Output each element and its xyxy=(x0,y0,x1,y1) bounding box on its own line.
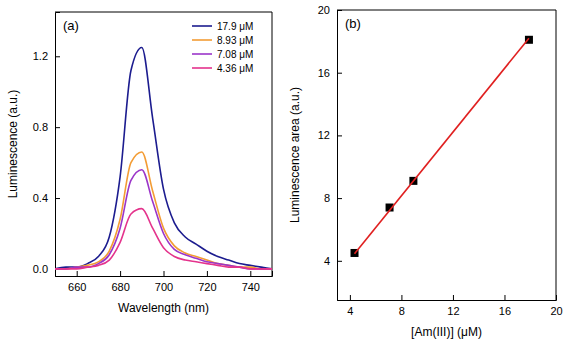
tick: 16 xyxy=(499,295,511,317)
legend-swatch xyxy=(192,39,212,41)
series-line xyxy=(355,38,529,254)
legend-label: 17.9 μM xyxy=(217,21,253,32)
tick: 8 xyxy=(324,192,342,204)
tick: 660 xyxy=(68,271,86,293)
tick: 4 xyxy=(324,255,342,267)
tick-label: 0.8 xyxy=(33,121,48,133)
legend: 17.9 μM 8.93 μM 7.08 μM 4.36 μM xyxy=(192,21,253,74)
y-axis: 4 8 12 16 20 xyxy=(318,4,342,300)
tick-label: 20 xyxy=(550,305,562,317)
legend-swatch xyxy=(192,53,212,55)
tick-label: 8 xyxy=(324,192,330,204)
tick: 700 xyxy=(155,271,173,293)
panel: 660 680 700 720 740 0.0 0.4 0.8 1.2 Wavelength (n… xyxy=(6,12,273,315)
tick: 12 xyxy=(447,295,459,317)
tick-mark xyxy=(337,261,342,262)
plot-area xyxy=(351,36,533,257)
frame xyxy=(337,10,556,11)
tick: 12 xyxy=(318,129,342,141)
tick-mark xyxy=(55,127,60,128)
figure: 660 680 700 720 740 0.0 0.4 0.8 1.2 Wavelength (n… xyxy=(0,0,565,350)
series-line xyxy=(55,170,272,269)
panel-label: (b) xyxy=(345,16,361,31)
axis-line xyxy=(338,11,343,301)
legend-swatch xyxy=(192,67,212,69)
tick-mark xyxy=(337,198,342,199)
tick-mark xyxy=(350,295,351,300)
legend-label: 7.08 μM xyxy=(217,49,253,60)
tick-label: 660 xyxy=(68,281,86,293)
x-axis: 660 680 700 720 740 xyxy=(56,271,273,293)
tick-mark xyxy=(55,198,60,199)
tick-label: 8 xyxy=(399,305,405,317)
tick-label: 680 xyxy=(111,281,129,293)
tick-label: 16 xyxy=(318,67,330,79)
frame xyxy=(55,12,272,13)
tick-label: 20 xyxy=(318,4,330,16)
frame xyxy=(556,10,557,300)
tick: 680 xyxy=(111,271,129,293)
tick-mark xyxy=(453,295,454,300)
frame xyxy=(272,12,273,276)
plot-area xyxy=(55,47,272,268)
legend-swatch xyxy=(192,25,212,27)
axis-line xyxy=(338,295,557,301)
tick: 740 xyxy=(242,271,260,293)
y-axis: 0.0 0.4 0.8 1.2 xyxy=(33,13,60,277)
tick: 8 xyxy=(399,295,405,317)
series-line xyxy=(55,209,272,269)
tick-mark xyxy=(120,271,121,276)
tick-mark xyxy=(164,271,165,276)
y-axis-title: Luminescence (a.u.) xyxy=(6,90,20,199)
tick-mark xyxy=(337,135,342,136)
tick-label: 740 xyxy=(242,281,260,293)
series-line xyxy=(55,47,272,268)
tick-label: 4 xyxy=(324,255,330,267)
legend-label: 8.93 μM xyxy=(217,35,253,46)
tick-mark xyxy=(77,271,78,276)
series-line xyxy=(55,152,272,269)
tick-label: 720 xyxy=(198,281,216,293)
tick-label: 4 xyxy=(347,305,353,317)
legend-label: 4.36 μM xyxy=(217,63,253,74)
tick-mark xyxy=(337,73,342,74)
tick-label: 16 xyxy=(499,305,511,317)
x-axis-title: Wavelength (nm) xyxy=(118,301,209,315)
y-axis-title: Luminescence area (a.u.) xyxy=(288,87,302,223)
panel-label: (a) xyxy=(63,18,79,33)
tick-label: 12 xyxy=(447,305,459,317)
tick-mark xyxy=(207,271,208,276)
tick: 1.2 xyxy=(33,50,60,62)
axis-line xyxy=(56,271,273,277)
tick-label: 0.4 xyxy=(33,192,48,204)
tick: 0.8 xyxy=(33,121,60,133)
tick: 16 xyxy=(318,67,342,79)
x-axis: 4 8 12 16 20 xyxy=(338,295,563,317)
tick-label: 1.2 xyxy=(33,50,48,62)
tick-mark xyxy=(250,271,251,276)
tick: 4 xyxy=(347,295,353,317)
x-axis-title: [Am(III)] (μM) xyxy=(411,325,482,339)
tick: 0.4 xyxy=(33,192,60,204)
tick-mark xyxy=(55,56,60,57)
tick: 720 xyxy=(198,271,216,293)
tick-label: 0.0 xyxy=(33,263,48,275)
panel: 4 8 12 16 20 4 8 12 16 20 [Am(III)] (μM) Luminescen… xyxy=(288,4,563,339)
tick-label: 700 xyxy=(155,281,173,293)
axis-line xyxy=(56,13,61,277)
tick-label: 12 xyxy=(318,129,330,141)
tick-mark xyxy=(504,295,505,300)
tick-mark xyxy=(401,295,402,300)
